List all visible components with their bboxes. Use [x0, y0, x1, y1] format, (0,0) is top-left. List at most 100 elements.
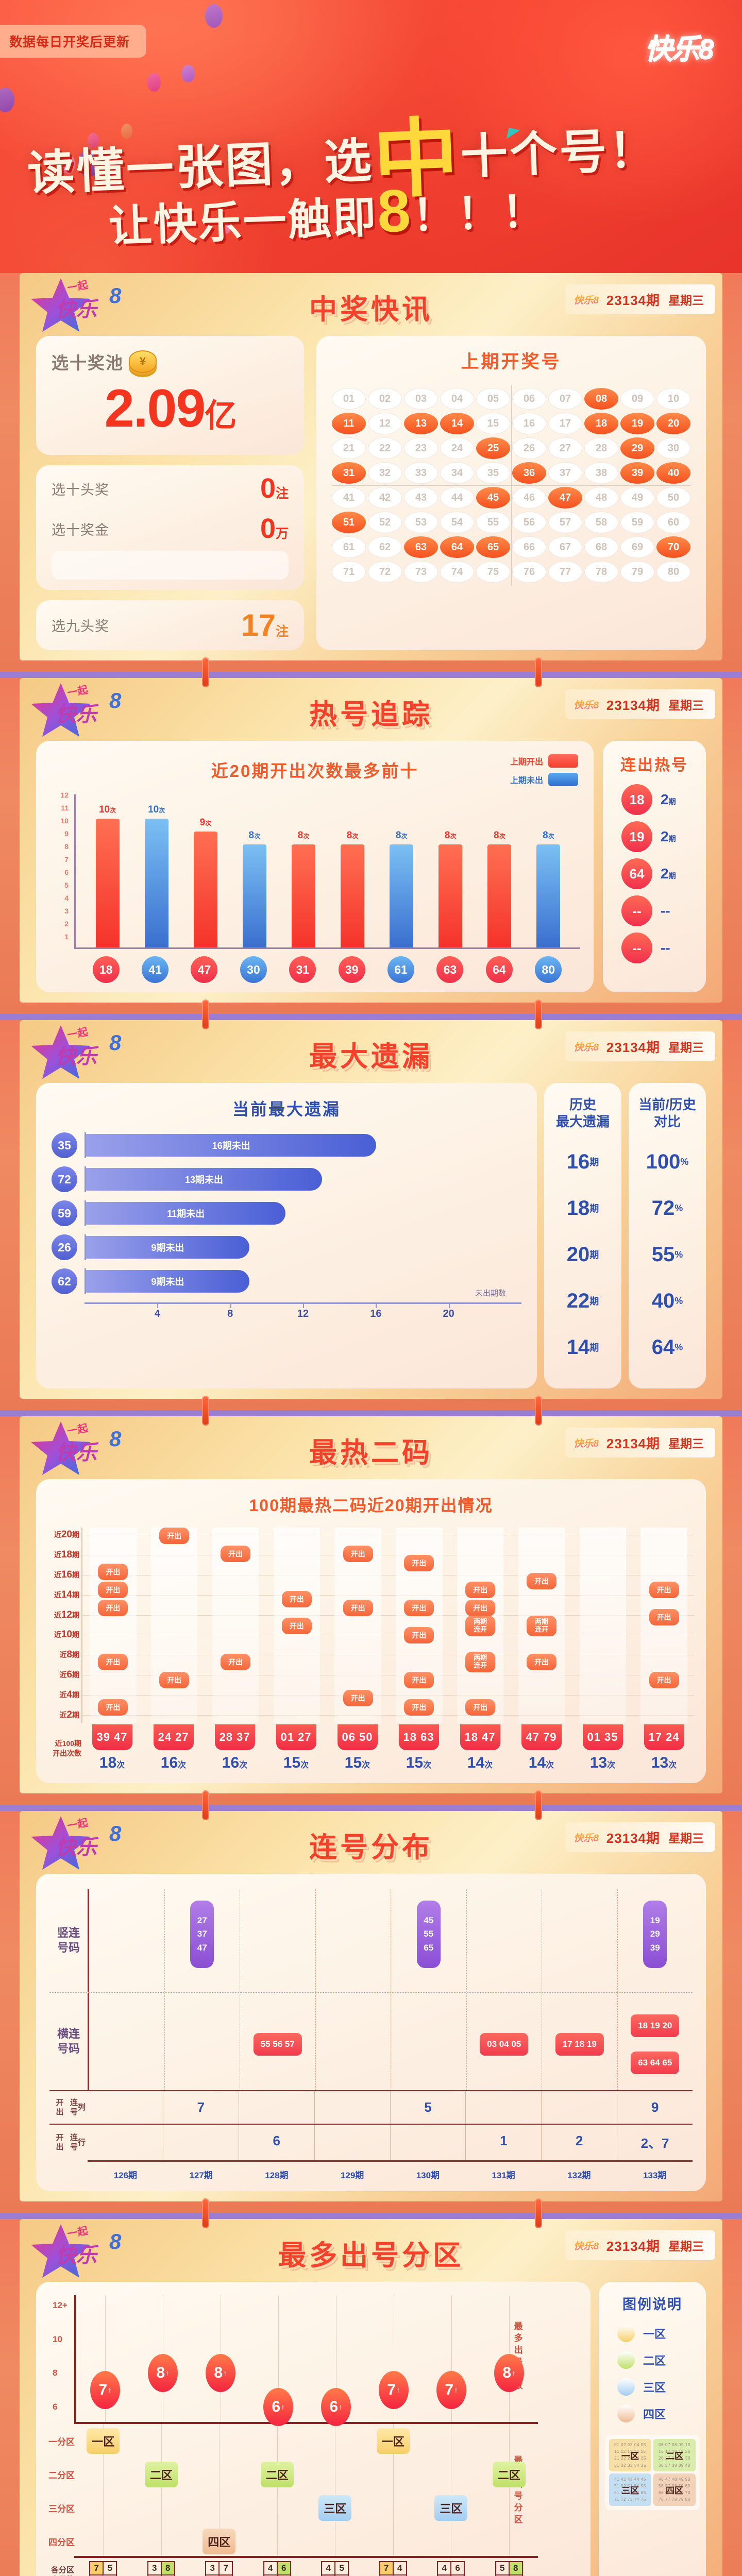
draw-chip: 开出 [159, 1671, 190, 1689]
zone-count-grid-cell: 5852 [480, 2561, 538, 2576]
number-ball: 49 [620, 487, 654, 509]
number-ball: 31 [332, 462, 366, 484]
star-logo-icon: 一起 快乐 8 [31, 2224, 122, 2278]
pair-column: 开出 两期 连开 开出 [511, 1528, 572, 1723]
grid-line [161, 2424, 162, 2556]
number-ball: 78 [584, 561, 618, 583]
draw-chip: 开出 [343, 1689, 373, 1707]
col-count-cell [315, 2091, 391, 2124]
number-ball: 61 [332, 536, 366, 558]
pair-numbers: 06 50 [337, 1724, 378, 1750]
number-ball: 51 [332, 512, 366, 533]
vertical-consecutive-tag: 27 37 47 [190, 1901, 214, 1969]
legend-dot [617, 2351, 635, 2369]
svg-text:快乐: 快乐 [56, 298, 99, 321]
pair-footer: 39 47 18次 24 27 16次 28 37 16次 01 27 15次 06 50 15次… [81, 1724, 695, 1772]
bar [390, 844, 414, 947]
star-logo-icon: 一起 快乐 8 [31, 278, 122, 332]
y-tick: 近4期 [59, 1689, 79, 1701]
ratio-value: 100% [646, 1150, 689, 1173]
x-axis-ball: 30 [240, 956, 267, 983]
legend-label: 四区 [643, 2408, 666, 2421]
number-ball: 65 [476, 536, 510, 558]
legend-dot [617, 2405, 635, 2422]
number-ball: 45 [476, 487, 510, 509]
zone-tag: 一区 [376, 2428, 410, 2454]
number-ball: 24 [440, 437, 474, 459]
period-weekday: 星期三 [668, 1832, 704, 1845]
row-count-row: 开出 连号行 6 1 2 2、7 [49, 2124, 693, 2160]
axis-tick: 4 [154, 1308, 160, 1319]
pair-numbers: 18 47 [460, 1724, 500, 1750]
bar [536, 844, 561, 947]
section-divider [0, 672, 742, 678]
number-ball: 32 [368, 462, 402, 484]
star-logo-icon: 一起 快乐 8 [31, 683, 122, 737]
bar [242, 844, 266, 947]
table-row: 35 16期未出 [52, 1132, 521, 1158]
empty-row [52, 551, 289, 580]
svg-text:快乐: 快乐 [56, 2244, 99, 2267]
col-count-cell [239, 2091, 315, 2124]
bar [144, 819, 168, 947]
number-ball: 27 [548, 437, 582, 459]
draw-chip: 开出 [465, 1581, 496, 1599]
y-tick: 12+ [53, 2300, 68, 2310]
legend-dot [617, 2378, 635, 2396]
grid-line [82, 1615, 695, 1616]
period-column [89, 1889, 165, 1992]
number-ball: 71 [332, 561, 366, 583]
period-column: 55 56 57 [240, 1993, 316, 2090]
zone-tag: 二区 [260, 2461, 294, 2487]
missing-number-ball: 62 [52, 1268, 77, 1294]
number-ball: 76 [512, 561, 546, 583]
number-ball: 70 [656, 536, 690, 558]
bar [487, 844, 512, 947]
pair-column: 开出 开出 两期 连开 两期 连开 开出 [450, 1528, 511, 1723]
legend-item: 上期开出 [510, 754, 578, 768]
x-axis-ball: 31 [289, 956, 316, 983]
svg-text:8: 8 [109, 2229, 122, 2253]
prize-pool-card: 选十奖池 ¥ 2.09亿 [36, 336, 304, 455]
y-tick: 近8期 [59, 1649, 79, 1660]
legend-title: 图例说明 [622, 2297, 682, 2312]
column-count-row: 开出 连号列 7 5 9 [49, 2090, 693, 2124]
grid-line [103, 2424, 104, 2556]
section-connector [202, 1790, 209, 1820]
number-ball-grid: 01 02 03 04 05 06 07 08 09 10 11 12 13 14 15 16 17 18 19 20… [330, 383, 693, 588]
section-title: 中奖快讯 [309, 294, 433, 325]
pair-column: 开出 开出 开出 开出 开出 [389, 1528, 450, 1723]
period-label: 133期 [643, 2171, 667, 2180]
col-count-cell: 5 [391, 2091, 466, 2124]
number-ball: 23 [404, 437, 438, 459]
section-consecutive-distribution: 一起 快乐 8 连号分布 快乐8 23134期 星期三 竖连 号码 [0, 1811, 742, 2228]
bar-value-label: 10次 [148, 804, 165, 815]
x-axis-ball: 61 [387, 956, 415, 983]
pair-count: 13次 [589, 1754, 616, 1771]
axis-tick: 20 [443, 1308, 454, 1319]
hottest-pairs-card: 100期最热二码近20期开出情况 近20期 近18期 近16期 近14期 近12期 近10… [36, 1479, 706, 1783]
x-axis-ball: 64 [485, 956, 513, 983]
draw-chip: 开出 [159, 1527, 190, 1545]
last-draw-card: 上期开奖号 01 02 03 04 05 06 07 08 09 10 11 12 13 14 15 16 17… [316, 336, 706, 650]
number-ball: 03 [404, 388, 438, 410]
hot-ball: 19 [621, 821, 652, 852]
bar-column: 8次 [291, 794, 315, 947]
period-column [467, 1889, 542, 1992]
draw-chip: 开出 [98, 1599, 128, 1617]
draw-chip: 开出 [404, 1699, 434, 1716]
period-column [89, 1993, 165, 2090]
zone-map-diagram: 01 02 03 04 05 11 12 13 14 15 21 22 23 24 … [605, 2435, 700, 2510]
draw-chip: 开出 [98, 1581, 128, 1599]
pair-column: 开出 开出 开出 [327, 1528, 389, 1723]
section-divider [0, 1014, 742, 1020]
row-count-cell: 1 [466, 2125, 542, 2160]
bar [439, 844, 463, 947]
number-ball: 58 [584, 512, 618, 533]
zone-count: 7 [90, 2562, 104, 2575]
pair-numbers: 47 79 [521, 1724, 562, 1750]
section-connector [202, 2198, 209, 2228]
zone-row-label: 二分区 [48, 2470, 75, 2480]
number-ball: 33 [404, 462, 438, 484]
